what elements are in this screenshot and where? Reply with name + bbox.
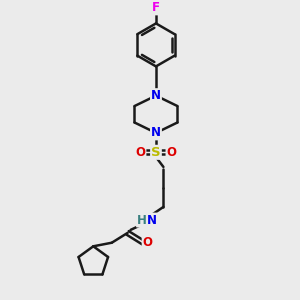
Text: O: O	[136, 146, 146, 159]
Text: N: N	[147, 214, 157, 226]
Text: S: S	[151, 146, 161, 159]
Text: N: N	[151, 89, 161, 102]
Text: F: F	[152, 2, 160, 14]
Text: N: N	[151, 126, 161, 140]
Text: H: H	[137, 214, 147, 226]
Text: O: O	[167, 146, 176, 159]
Text: O: O	[142, 236, 153, 249]
